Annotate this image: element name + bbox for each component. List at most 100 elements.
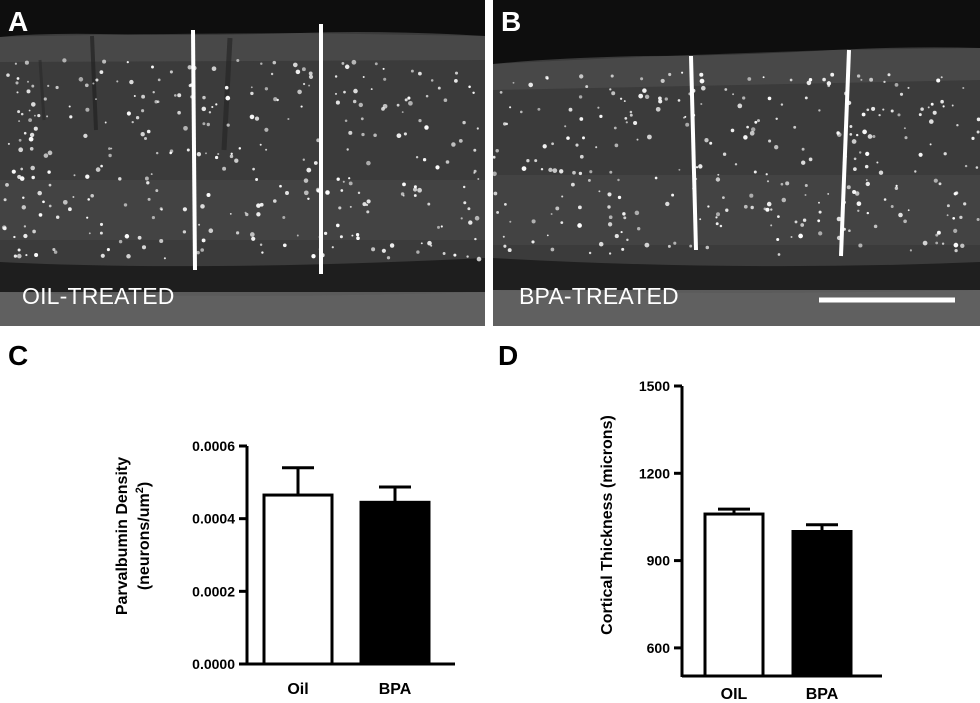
neuron-speck — [425, 94, 429, 98]
neuron-speck — [420, 242, 423, 245]
neuron-speck — [587, 178, 591, 182]
neuron-speck — [260, 62, 263, 65]
neuron-speck — [878, 170, 884, 175]
neuron-speck — [766, 180, 770, 183]
neuron-speck — [588, 251, 592, 255]
neuron-speck — [37, 190, 42, 196]
chart-c-bar-bpa — [359, 500, 431, 666]
neuron-speck — [918, 152, 923, 157]
neuron-speck — [297, 89, 302, 95]
neuron-speck — [365, 203, 369, 207]
neuron-speck — [770, 208, 773, 211]
neuron-speck — [747, 77, 752, 81]
neuron-speck — [619, 97, 623, 100]
neuron-speck — [960, 243, 965, 248]
neuron-speck — [226, 123, 230, 127]
neuron-speck — [582, 136, 585, 140]
neuron-speck — [848, 229, 851, 232]
neuron-speck — [341, 61, 345, 65]
neuron-speck — [854, 191, 860, 196]
neuron-speck — [344, 64, 350, 70]
neuron-speck — [749, 130, 755, 136]
neuron-speck — [849, 125, 853, 128]
neuron-speck — [633, 120, 638, 126]
neuron-speck — [550, 247, 555, 252]
neuron-speck — [338, 206, 342, 210]
neuron-speck — [531, 240, 535, 244]
neuron-speck — [853, 167, 857, 171]
neuron-speck — [323, 231, 328, 236]
chart-d-bar-bpa — [791, 530, 853, 678]
neuron-speck — [509, 106, 512, 109]
neuron-speck — [503, 244, 507, 248]
neuron-speck — [17, 248, 21, 252]
neuron-speck — [684, 115, 687, 118]
neuron-speck — [963, 202, 967, 206]
measure-line-left — [191, 29, 197, 271]
neuron-speck — [904, 136, 908, 140]
neuron-speck — [959, 215, 963, 220]
neuron-speck — [348, 181, 353, 186]
neuron-speck — [282, 216, 286, 219]
neuron-speck — [126, 111, 131, 116]
neuron-speck — [118, 239, 123, 244]
neuron-speck — [250, 91, 254, 96]
neuron-speck — [382, 67, 385, 70]
neuron-speck — [361, 132, 365, 137]
neuron-speck — [907, 209, 910, 212]
neuron-speck — [953, 242, 959, 248]
neuron-speck — [658, 99, 663, 104]
neuron-speck — [126, 254, 131, 259]
neuron-speck — [389, 243, 395, 248]
neuron-speck — [108, 153, 112, 158]
neuron-speck — [90, 194, 94, 198]
neuron-speck — [578, 171, 583, 176]
neuron-speck — [334, 92, 338, 95]
neuron-speck — [256, 203, 261, 208]
neuron-speck — [182, 207, 188, 212]
neuron-speck — [976, 130, 980, 134]
neuron-speck — [28, 118, 32, 122]
neuron-speck — [311, 254, 316, 259]
neuron-speck — [566, 136, 570, 140]
neuron-speck — [575, 143, 579, 147]
neuron-speck — [124, 234, 130, 239]
neuron-speck — [78, 77, 84, 82]
neuron-speck — [353, 88, 358, 94]
neuron-speck — [804, 96, 808, 100]
neuron-speck — [555, 206, 560, 211]
neuron-speck — [579, 74, 584, 79]
neuron-speck — [463, 201, 467, 205]
neuron-speck — [673, 241, 677, 245]
neuron-speck — [43, 97, 47, 101]
neuron-speck — [87, 198, 90, 201]
neuron-speck — [964, 164, 968, 168]
neuron-speck — [300, 105, 303, 108]
neuron-speck — [264, 87, 269, 91]
neuron-speck — [818, 109, 821, 112]
neuron-speck — [865, 181, 870, 187]
neuron-speck — [31, 175, 35, 180]
neuron-speck — [493, 191, 498, 196]
neuron-speck — [762, 76, 765, 79]
neuron-speck — [427, 240, 432, 246]
neuron-speck — [234, 158, 239, 163]
neuron-speck — [873, 224, 878, 229]
neuron-speck — [564, 125, 567, 128]
neuron-speck — [472, 91, 475, 95]
panel-letter-a: A — [8, 6, 29, 37]
neuron-speck — [611, 91, 616, 96]
neuron-speck — [374, 62, 378, 66]
neuron-speck — [106, 248, 110, 252]
neuron-speck — [222, 166, 227, 171]
neuron-speck — [774, 145, 779, 150]
neuron-speck — [211, 66, 217, 72]
neuron-speck — [655, 106, 661, 112]
neuron-speck — [366, 160, 371, 166]
neuron-speck — [677, 99, 681, 102]
neuron-speck — [442, 252, 446, 255]
neuron-speck — [208, 111, 212, 114]
neuron-speck — [462, 185, 466, 189]
neuron-speck — [154, 99, 158, 104]
neuron-speck — [474, 215, 480, 221]
